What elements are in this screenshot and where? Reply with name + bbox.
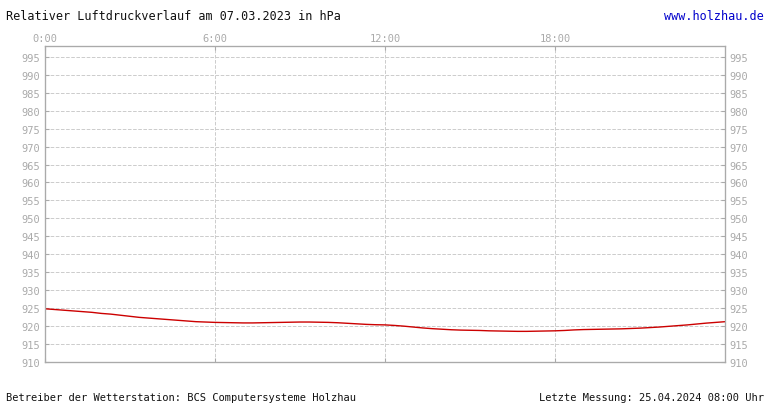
Text: Relativer Luftdruckverlauf am 07.03.2023 in hPa: Relativer Luftdruckverlauf am 07.03.2023…: [6, 10, 341, 23]
Text: Letzte Messung: 25.04.2024 08:00 Uhr: Letzte Messung: 25.04.2024 08:00 Uhr: [539, 392, 764, 402]
Text: www.holzhau.de: www.holzhau.de: [664, 10, 764, 23]
Text: Betreiber der Wetterstation: BCS Computersysteme Holzhau: Betreiber der Wetterstation: BCS Compute…: [6, 392, 357, 402]
